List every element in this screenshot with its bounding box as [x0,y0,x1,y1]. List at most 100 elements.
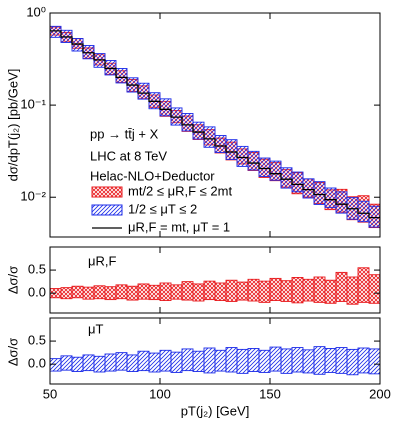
panel-label: μT [88,321,103,336]
ratio-band [170,351,183,373]
ratio-band [192,350,205,372]
band [335,191,348,214]
ratio-band [214,349,227,372]
ratio-band [115,352,128,371]
ratio-band [225,347,238,373]
y-tick-label: 10⁻² [20,189,46,204]
ratio-band [137,350,150,372]
ratio-band [357,347,370,374]
ratio-band [247,278,260,302]
legend-label: mt/2 ≤ μR,F ≤ 2mt [128,183,232,198]
ratio-band [137,283,150,300]
band [49,25,62,38]
band [313,181,326,205]
band [225,139,238,160]
ratio-band [126,285,139,301]
band [137,82,150,100]
ratio-band [269,277,282,301]
y-label: dσ/dpT(j₂) [pb/GeV] [5,69,20,182]
ratio-band [258,280,271,303]
band [71,38,84,52]
ratio-band [313,346,326,375]
ratio-band [159,349,172,372]
ratio-band [93,355,106,373]
frame [49,317,381,385]
ratio-band [335,271,348,302]
ratio-band [302,349,315,374]
ratio-band [313,276,326,303]
legend-label: 1/2 ≤ μT ≤ 2 [128,201,197,216]
ratio-band [192,283,205,302]
ratio-band [82,354,95,372]
band [291,171,304,193]
frame [49,246,381,314]
band [159,98,172,117]
ratio-band [60,355,73,371]
ratio-band [280,280,293,302]
y-tick-label: 0.0 [28,356,46,371]
ratio-band [93,285,106,300]
band [104,60,117,76]
ratio-band [181,348,194,372]
ratio-band [181,281,194,301]
band [247,150,260,171]
ratio-band [302,278,315,302]
ratio-band [258,349,271,373]
ratio-band [49,358,62,372]
frame [49,12,381,238]
ratio-band [357,267,370,303]
band [236,145,249,167]
ratio-band [335,347,348,374]
x-tick-label: 100 [149,386,171,401]
ratio-band [170,284,183,300]
ratio-band [236,281,249,301]
legend-label: μR,F = mt, μT = 1 [128,219,230,234]
ratio-band [291,277,304,304]
x-tick-label: 150 [259,386,281,401]
ratio-band [291,347,304,373]
x-tick-label: 50 [43,386,57,401]
ratio-band [60,287,73,300]
band [258,157,271,177]
annotation: LHC at 8 TeV [90,148,167,163]
legend-swatch [91,186,123,198]
ratio-band [324,348,337,373]
ratio-band [71,285,84,299]
band [357,200,370,223]
y-label: Δσ/σ [5,338,20,366]
band [115,68,128,84]
ratio-band [368,348,381,375]
y-tick-label: 0.5 [28,333,46,348]
ratio-band [159,282,172,301]
legend-swatch [91,204,123,216]
panel-label: μR,F [88,253,116,268]
band [181,113,194,132]
y-tick-label: 10⁰ [26,4,46,19]
annotation: pp → tt̄j + X [90,126,159,141]
ratio-band [148,284,161,301]
annotation: Helac-NLO+Deductor [90,168,215,183]
y-tick-label: 10⁻¹ [20,97,46,112]
ratio-band [214,282,227,301]
band [302,178,315,199]
ratio-band [368,274,381,304]
ratio-band [346,276,359,305]
band [214,135,227,153]
band [280,167,293,189]
ratio-band [82,286,95,300]
band [170,107,183,126]
x-tick-label: 200 [369,386,391,401]
y-tick-label: 0.5 [28,262,46,277]
ratio-band [203,347,216,374]
ratio-band [346,348,359,376]
ratio-band [236,348,249,374]
ratio-band [324,279,337,304]
central-line [50,30,380,219]
y-tick-label: 0.0 [28,285,46,300]
x-label: pT(j₂) [GeV] [181,403,250,418]
band [368,205,381,228]
band [203,126,216,148]
band [269,160,282,181]
